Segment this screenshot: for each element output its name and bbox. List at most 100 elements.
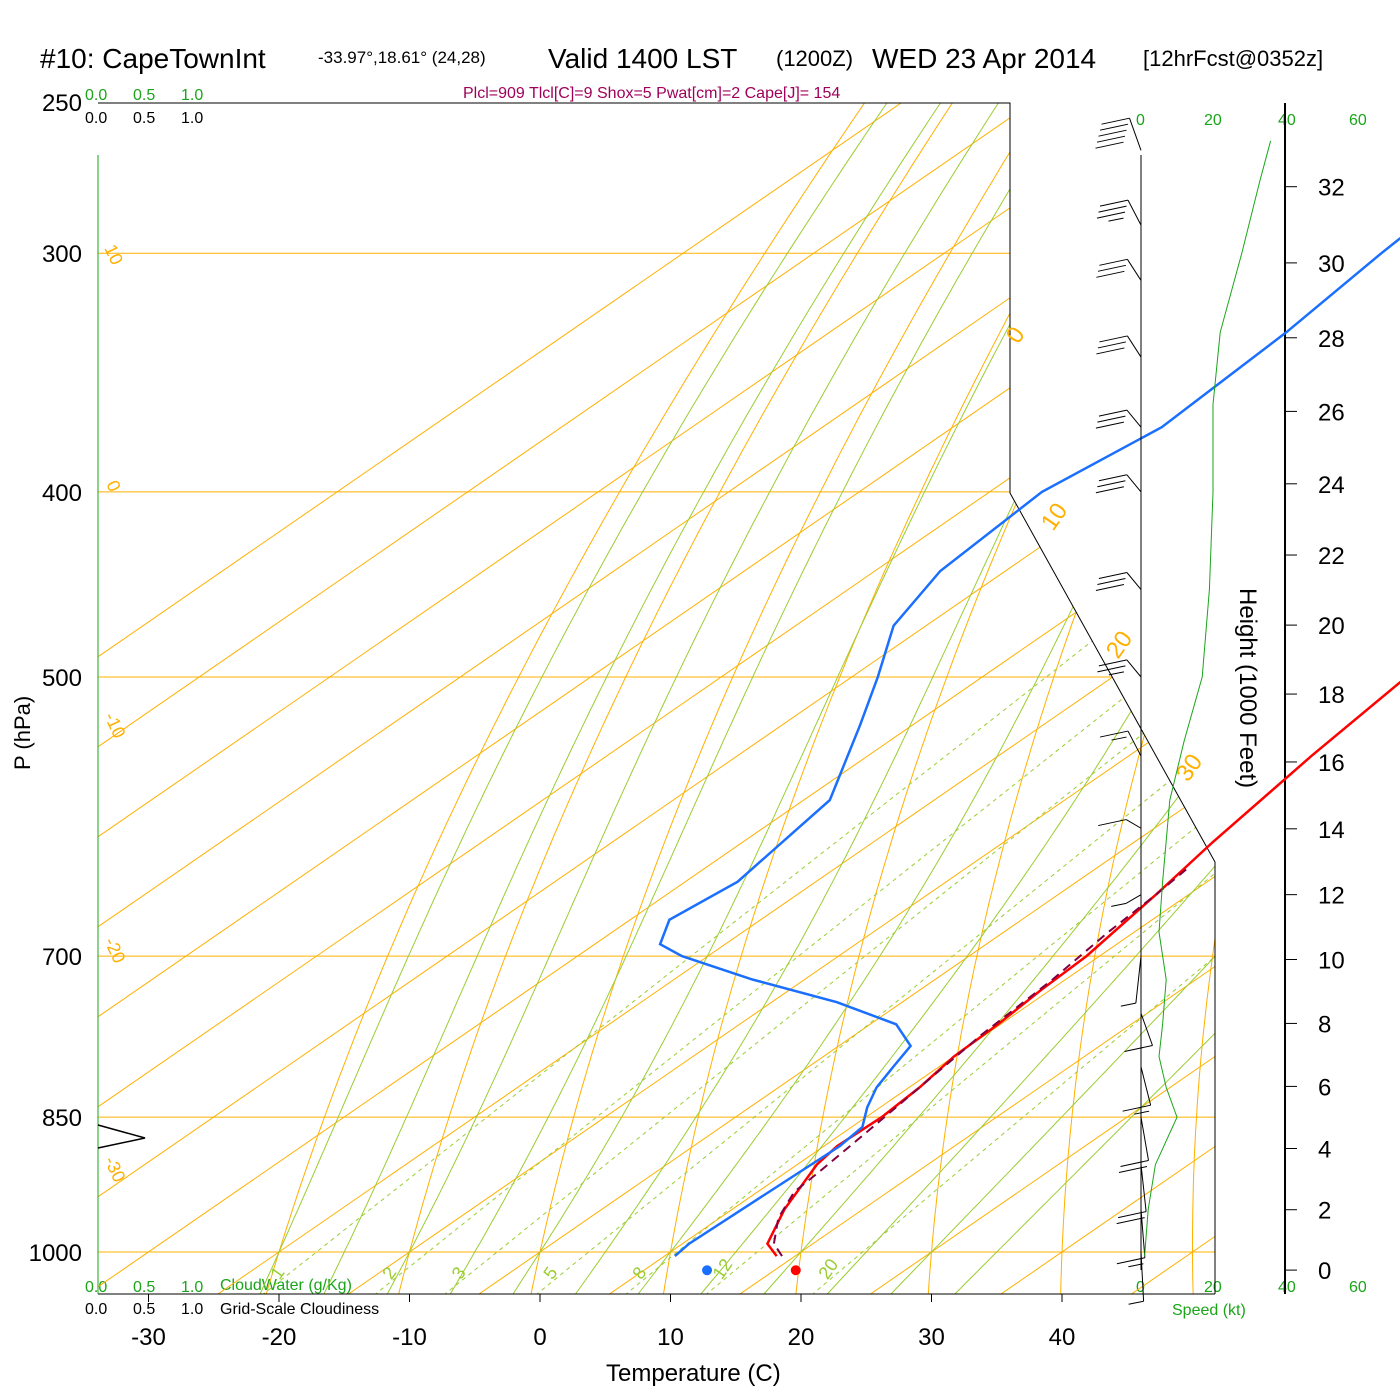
speed-tick-bottom-1: 20 (1204, 1279, 1222, 1296)
wind-barb-feather (1118, 1165, 1148, 1173)
chart-title-utc: (1200Z) (776, 46, 853, 71)
isotherm-label-2: -10 (100, 709, 129, 741)
wind-barbs (1095, 117, 1153, 1305)
temp-tick-30: 30 (918, 1324, 945, 1351)
wind-barb-feather (1098, 474, 1128, 482)
mixing-ratio-label-5: 5 (539, 1263, 561, 1283)
wind-barb-staff (1140, 1209, 1146, 1258)
wind-barb-feather (1097, 341, 1127, 349)
wind-barb-staff (1135, 956, 1142, 1004)
wind-barb (1098, 819, 1142, 829)
stability-indices: Plcl=909 Tlcl[C]=9 Shox=5 Pwat[cm]=2 Cap… (463, 85, 840, 102)
speed-tick-top-0: 0 (1136, 112, 1145, 129)
wind-barb (1095, 117, 1142, 151)
wind-barb (1095, 572, 1142, 591)
wind-barb-halffeather (1128, 1300, 1144, 1305)
wind-barb-feather (1096, 211, 1126, 219)
height-tick-30: 30 (1318, 251, 1345, 278)
wind-barb-staff (1127, 199, 1142, 226)
temp-tick-40: 40 (1049, 1324, 1076, 1351)
pressure-tick-1000: 1000 (29, 1240, 82, 1267)
isotherm--90 (98, 103, 1083, 1294)
mixing-ratio-label-20: 20 (814, 1255, 842, 1283)
moist-adiabat-30 (884, 103, 1215, 1294)
wind-barb (1116, 1209, 1146, 1268)
dry-adiabat--10 (396, 103, 976, 1294)
wind-barb-feather (1124, 1045, 1153, 1052)
isotherm-label-7: 20 (1101, 626, 1138, 663)
height-tick-8: 8 (1318, 1011, 1331, 1038)
plot-frame (97, 102, 1286, 1295)
chart-title-coords: -33.97°,18.61° (24,28) (318, 48, 486, 67)
moist-adiabat-15 (695, 103, 1215, 1294)
temp-tick-0: 0 (533, 1324, 546, 1351)
speed-profile-line (1144, 140, 1272, 1257)
moist-adiabat--10 (383, 103, 1022, 1294)
wind-barb-feather (1096, 270, 1125, 278)
wind-barb-halffeather (1128, 1263, 1144, 1268)
wind-barb-staff (1127, 730, 1142, 757)
wind-barb (1095, 474, 1142, 494)
wind-barb-feather (1098, 129, 1127, 137)
height-tick-24: 24 (1318, 472, 1345, 499)
plot-frame-edge (98, 102, 1216, 1294)
chart-title-date: WED 23 Apr 2014 (872, 43, 1096, 74)
wind-barb-staff (1126, 572, 1142, 590)
cloudiness-tick-bottom-2: 1.0 (181, 1301, 203, 1318)
temp-tick--10: -10 (392, 1324, 427, 1351)
speed-tick-top-1: 20 (1204, 112, 1222, 129)
wind-barb-feather (1120, 1159, 1149, 1167)
speed-scale: 0 20 40 60 0 20 40 60 Speed (kt) (1136, 112, 1367, 1319)
cloudwater-tick-top-2: 1.0 (181, 87, 203, 104)
height-tick-32: 32 (1318, 175, 1345, 202)
moist-adiabat--20 (256, 103, 912, 1294)
height-tick-10: 10 (1318, 948, 1345, 975)
wind-barb-feather (1122, 1104, 1151, 1112)
background-lines (98, 103, 1215, 1294)
wind-barb-staff (1140, 1164, 1147, 1212)
wind-barb-halffeather (1111, 902, 1127, 907)
wind-barb-halffeather (1134, 1110, 1150, 1115)
wind-barb-feather (1097, 415, 1126, 423)
wind-barb-feather (1098, 659, 1128, 667)
speed-tick-bottom-2: 40 (1278, 1279, 1296, 1296)
x-axis-label: Temperature (C) (606, 1360, 781, 1387)
temp-tick--20: -20 (262, 1324, 297, 1351)
wind-barb (1096, 335, 1142, 358)
cloudiness-tick-top-0: 0.0 (85, 110, 107, 127)
cloudwater-tick-bottom-2: 1.0 (181, 1279, 203, 1296)
dry-adiabat-10 (662, 103, 1150, 1294)
speed-tick-top-3: 60 (1349, 112, 1367, 129)
speed-axis-label: Speed (kt) (1172, 1302, 1246, 1319)
moist-adiabat--15 (320, 103, 965, 1294)
wind-barb (1116, 1164, 1147, 1225)
cloud-scale-bottom: 0.0 0.5 1.0 CloudWater (g/Kg) 0.0 0.5 1.… (85, 1277, 379, 1318)
wind-barb-feather (1096, 135, 1126, 143)
dry-adiabat-40 (1060, 103, 1215, 1294)
wind-barb-feather (1101, 117, 1130, 125)
wind-barb (1096, 199, 1142, 226)
wind-barb-staff (1126, 474, 1142, 493)
wind-barb-halffeather (1120, 1002, 1136, 1007)
series-line-dewpoint (658, 236, 1400, 1258)
wind-barb-feather (1095, 486, 1125, 494)
wind-barb-feather (1116, 1257, 1145, 1265)
wind-barb-halffeather (1111, 736, 1127, 741)
mixing-ratio-1 (255, 491, 1215, 1294)
cloudwater-tick-bottom-1: 0.5 (133, 1279, 155, 1296)
wind-barb-feather (1099, 123, 1129, 131)
isotherm--20 (208, 103, 1215, 1294)
cloudwater-tick-top-1: 0.5 (133, 87, 155, 104)
temp-tick--30: -30 (131, 1324, 166, 1351)
wind-barb-feather (1097, 578, 1126, 585)
wind-barb-halffeather (1108, 671, 1125, 676)
wind-barb-staff (1126, 659, 1142, 678)
wind-barb-staff (1126, 259, 1142, 281)
chart-title-forecast: [12hrFcst@0352z] (1143, 46, 1323, 71)
surface-temperature-point (790, 1265, 801, 1276)
wind-barb-feather (1097, 264, 1127, 272)
wind-barb-feather (1097, 665, 1126, 673)
wind-barb-feather (1097, 480, 1126, 488)
wind-barb (1128, 1251, 1145, 1305)
